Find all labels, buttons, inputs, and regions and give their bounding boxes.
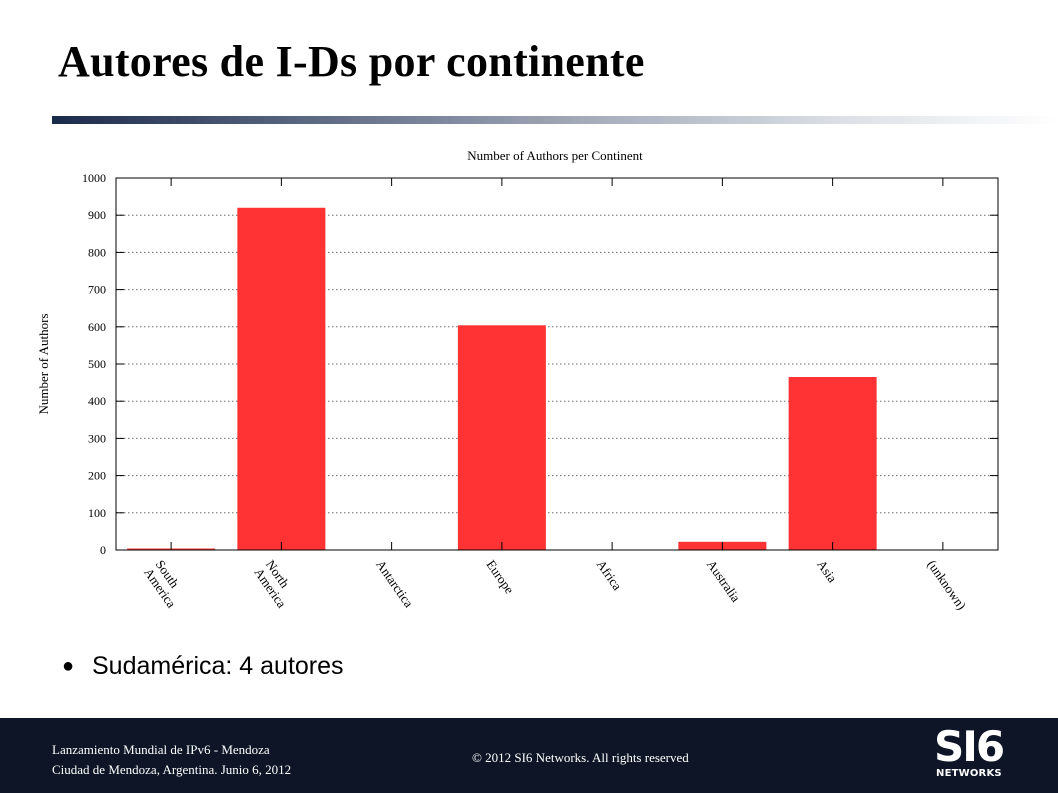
- logo-sub-text: NETWORKS: [936, 768, 1002, 779]
- bar-chart: Number of Authors per Continent Number of…: [36, 148, 999, 612]
- bar: [457, 325, 546, 550]
- y-axis-label: Number of Authors: [36, 313, 51, 414]
- y-tick-label: 400: [88, 394, 106, 408]
- bullet-item: ● Sudamérica: 4 autores: [62, 652, 344, 681]
- x-tick-label: (unknown): [924, 557, 969, 612]
- footer-copyright: © 2012 SI6 Networks. All rights reserved: [472, 750, 689, 765]
- title-underline: [52, 116, 1058, 124]
- y-tick-label: 300: [88, 431, 106, 445]
- y-tick-label: 100: [88, 506, 106, 520]
- y-tick-label: 200: [88, 469, 106, 483]
- plot-frame: [115, 177, 999, 551]
- x-tick-label: Australia: [704, 557, 744, 605]
- x-tick-label: Asia: [814, 557, 840, 585]
- x-tick-label: Antarctica: [373, 557, 416, 610]
- footer-location: Ciudad de Mendoza, Argentina. Junio 6, 2…: [52, 762, 292, 777]
- y-tick-label: 500: [88, 357, 106, 371]
- y-tick-label: 1000: [82, 171, 106, 185]
- bullet-text: Sudamérica: 4 autores: [92, 652, 344, 680]
- chart-title: Number of Authors per Continent: [467, 148, 643, 163]
- bullet-icon: ●: [62, 655, 75, 677]
- x-tick-label: NorthAmerica: [251, 557, 301, 610]
- y-tick-label: 0: [100, 543, 106, 557]
- x-tick-label: Europe: [483, 557, 517, 597]
- footer-bar: Lanzamiento Mundial de IPv6 - Mendoza Ci…: [0, 718, 1058, 793]
- x-tick-label: Africa: [594, 557, 625, 593]
- y-tick-label: 600: [88, 320, 106, 334]
- logo-main-text: SI6: [934, 722, 1005, 771]
- si6-networks-logo: SI6 NETWORKS: [930, 724, 1010, 786]
- y-tick-label: 700: [88, 283, 106, 297]
- x-tick-label: SouthAmerica: [141, 557, 191, 610]
- slide-title: Autores de I-Ds por continente: [58, 37, 645, 86]
- footer-event: Lanzamiento Mundial de IPv6 - Mendoza: [52, 742, 270, 757]
- bar: [788, 377, 877, 550]
- y-tick-label: 800: [88, 245, 106, 259]
- y-tick-label: 900: [88, 208, 106, 222]
- bar: [237, 207, 326, 550]
